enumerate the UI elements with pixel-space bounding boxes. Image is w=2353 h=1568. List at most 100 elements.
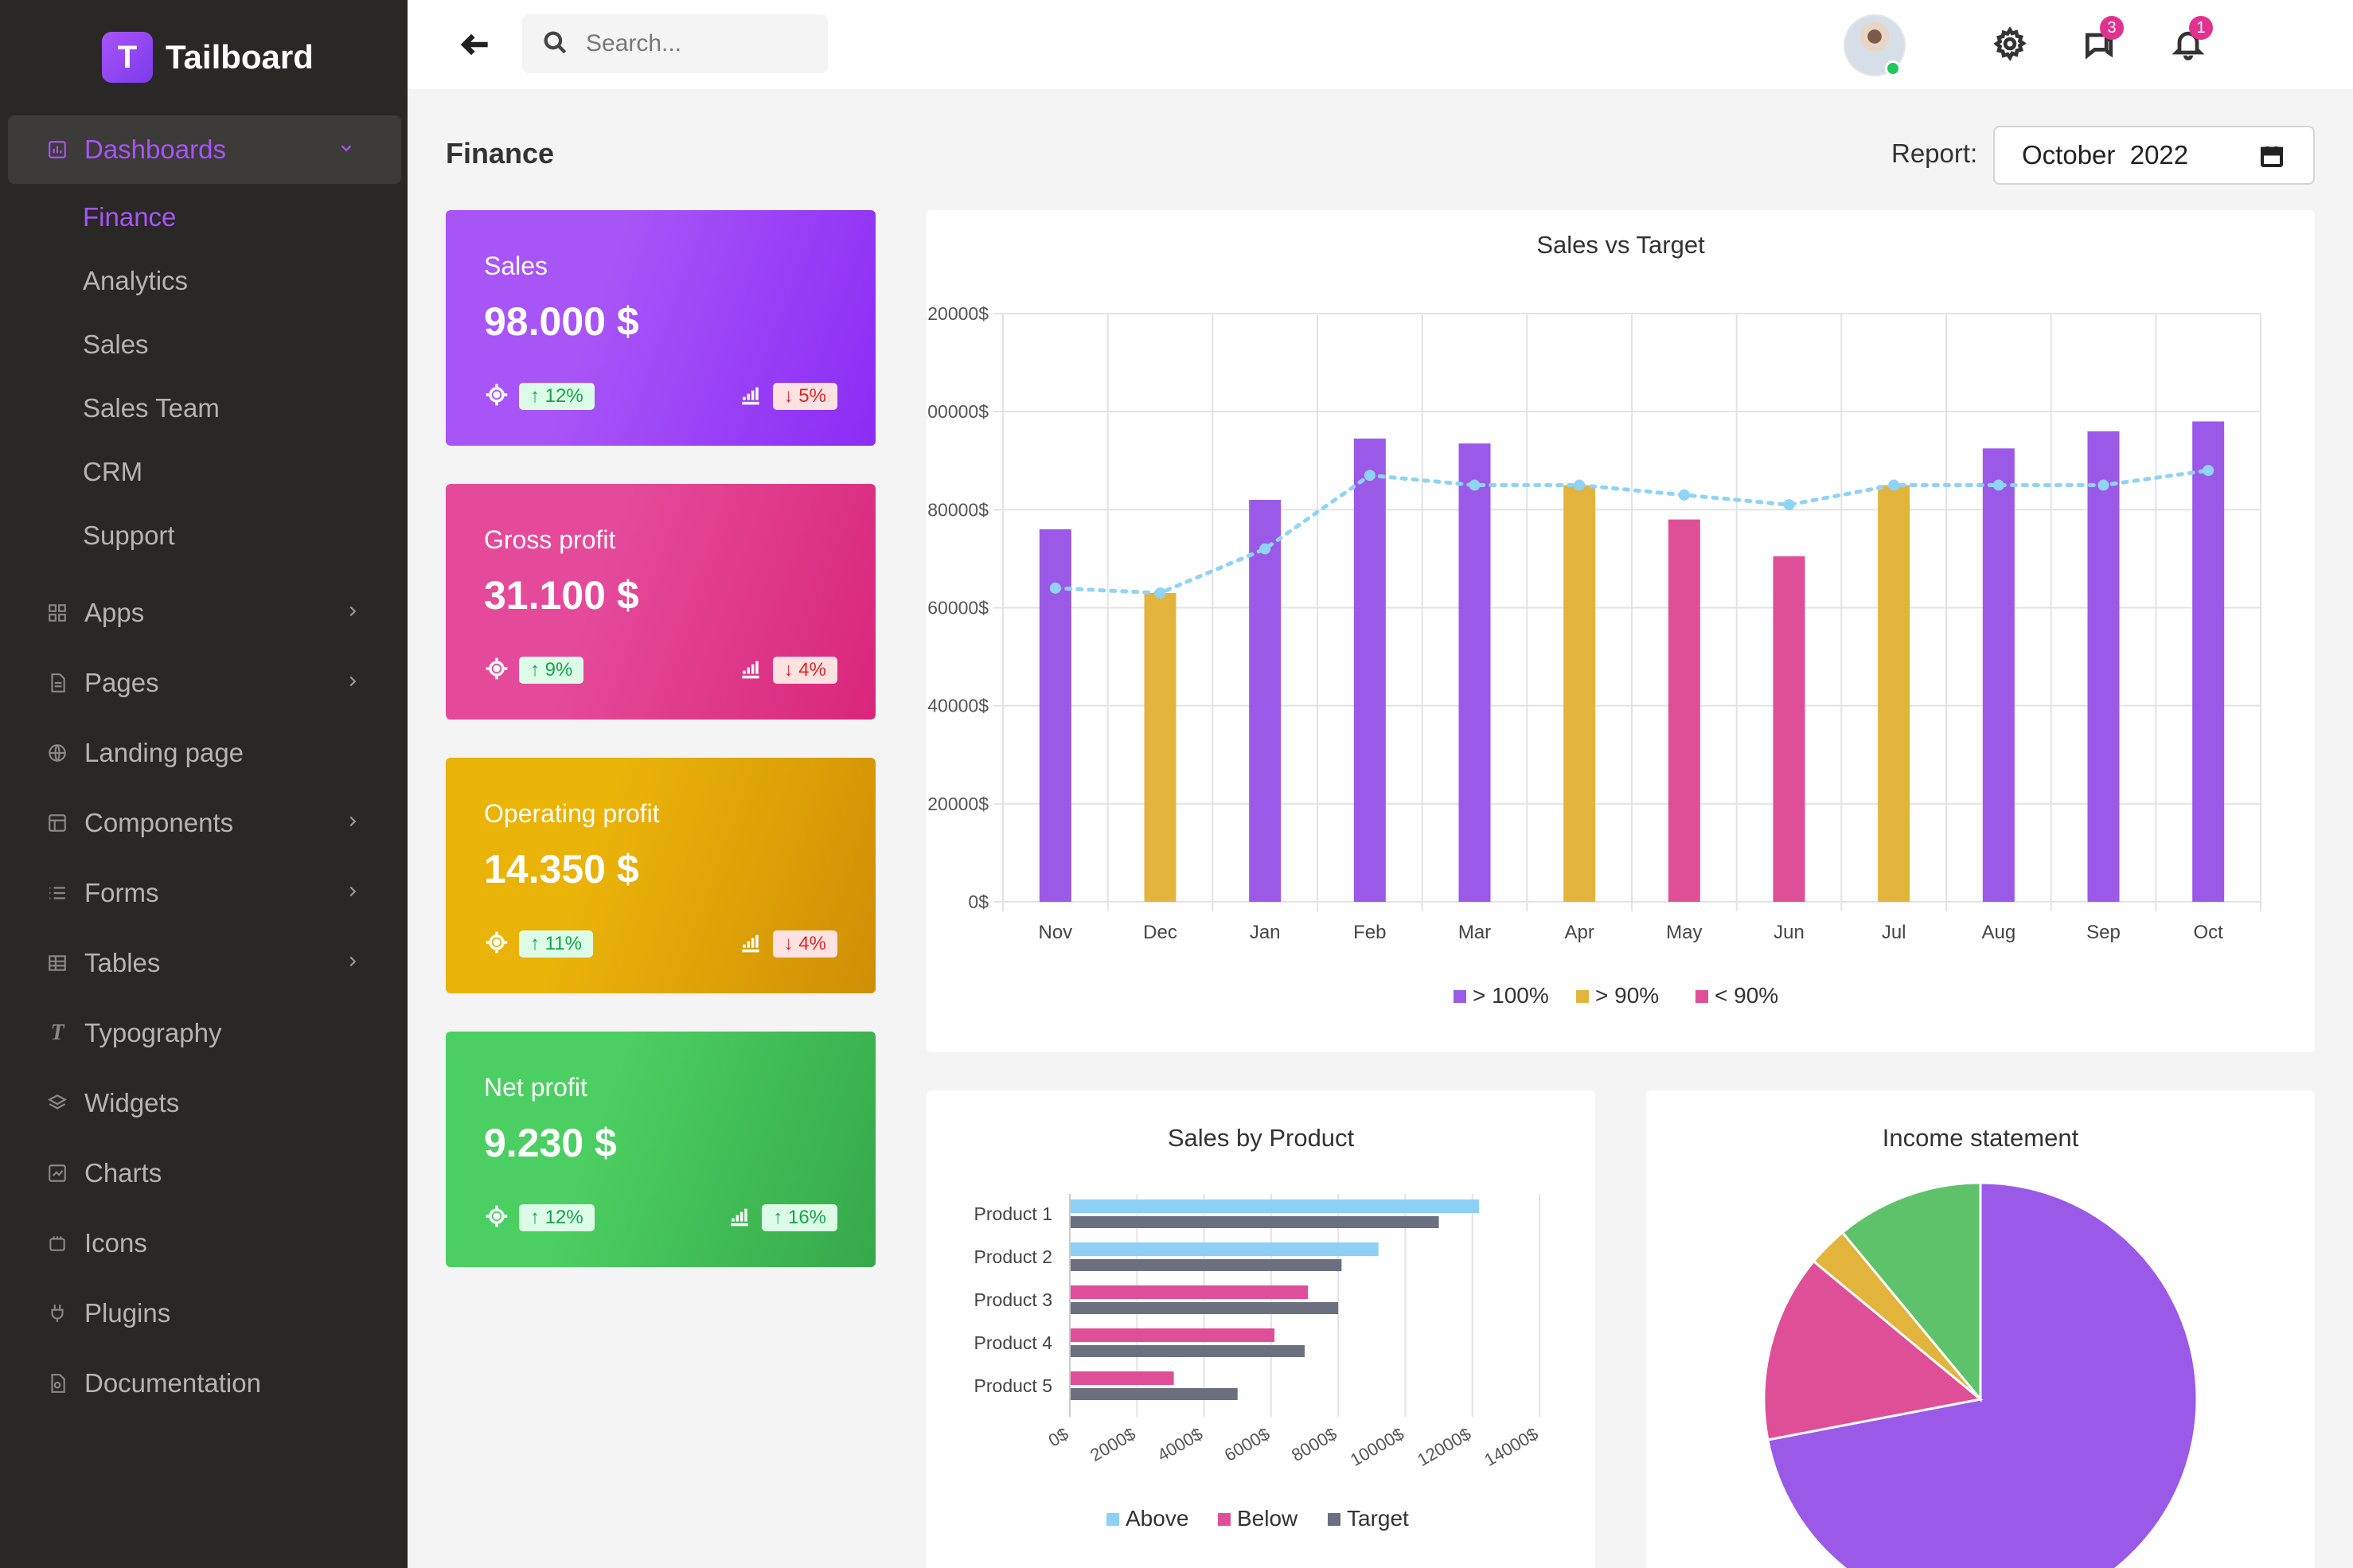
sidebar-subitem-sales[interactable]: Sales bbox=[83, 330, 149, 359]
bar-apr bbox=[1563, 485, 1596, 902]
sidebar-item-tables[interactable]: Tables bbox=[0, 939, 408, 987]
bar-aug bbox=[1982, 448, 2015, 902]
sidebar-item-pages[interactable]: Pages bbox=[0, 659, 408, 707]
sidebar-item-label: Landing page bbox=[84, 738, 244, 767]
messages-button[interactable]: 3 bbox=[2071, 16, 2127, 72]
x-tick-label: 14000$ bbox=[1481, 1424, 1541, 1470]
x-tick-label: Sep bbox=[2086, 922, 2121, 943]
back-button[interactable] bbox=[452, 21, 500, 68]
sidebar-subitem-finance[interactable]: Finance bbox=[83, 202, 177, 232]
target-change-badge: ↑ 9% bbox=[519, 657, 584, 684]
chart-title: Income statement bbox=[1883, 1124, 2079, 1152]
bar-product-4-target bbox=[1070, 1345, 1305, 1357]
sidebar-item-apps[interactable]: Apps bbox=[0, 589, 408, 637]
kpi-title: Sales bbox=[484, 252, 548, 280]
sidebar-item-charts[interactable]: Charts bbox=[0, 1149, 408, 1197]
target-point bbox=[2097, 479, 2109, 491]
kpi-stats: ↑ 9% ↓ 4% bbox=[484, 656, 837, 685]
plug-icon bbox=[46, 1302, 68, 1324]
target-point bbox=[1259, 543, 1271, 555]
sidebar-subitem-analytics[interactable]: Analytics bbox=[83, 266, 189, 295]
legend-swatch bbox=[1454, 990, 1466, 1003]
legend-swatch bbox=[1218, 1513, 1231, 1526]
bar-product-5-target bbox=[1070, 1388, 1238, 1400]
chevron-right-icon bbox=[344, 951, 361, 976]
legend-label: < 90% bbox=[1715, 983, 1778, 1008]
bar-product-3-actual bbox=[1070, 1285, 1309, 1299]
kpi-card[interactable]: Operating profit 14.350 $ ↑ 11% ↓ 4% bbox=[446, 758, 876, 993]
kpi-card[interactable]: Net profit 9.230 $ ↑ 12% ↑ 16% bbox=[446, 1032, 876, 1267]
chevron-down-icon bbox=[338, 138, 355, 162]
sidebar-item-label: Charts bbox=[84, 1158, 162, 1188]
x-tick-label: Jun bbox=[1774, 922, 1805, 943]
x-tick-label: Jul bbox=[1882, 922, 1906, 943]
y-tick-label: 80000$ bbox=[927, 499, 989, 520]
x-tick-label: 4000$ bbox=[1154, 1424, 1206, 1465]
online-status-dot bbox=[1885, 60, 1901, 76]
x-tick-label: Jan bbox=[1250, 922, 1281, 943]
topbar: 3 1 bbox=[408, 0, 2353, 89]
bar-jul bbox=[1878, 485, 1910, 902]
kpi-title: Net profit bbox=[484, 1073, 587, 1102]
pie-slice bbox=[1766, 1181, 2199, 1568]
sidebar-subitem-crm[interactable]: CRM bbox=[83, 457, 143, 486]
chevron-right-icon bbox=[344, 671, 361, 696]
target-point bbox=[2203, 465, 2214, 477]
legend-swatch bbox=[1106, 1513, 1119, 1526]
sidebar-item-icons[interactable]: Icons bbox=[0, 1219, 408, 1267]
legend-label: Target bbox=[1347, 1506, 1409, 1531]
y-tick-label: Product 1 bbox=[974, 1203, 1052, 1224]
page-title: Finance bbox=[446, 137, 555, 170]
report-month-input[interactable]: October 2022 bbox=[1993, 126, 2315, 185]
bar-may bbox=[1668, 519, 1700, 902]
legend-swatch bbox=[1695, 990, 1708, 1003]
brand[interactable]: T Tailboard bbox=[102, 32, 314, 83]
kpi-title: Gross profit bbox=[484, 525, 616, 554]
y-tick-label: Product 4 bbox=[974, 1332, 1053, 1353]
target-point bbox=[1783, 499, 1795, 511]
report-label: Report: bbox=[1891, 138, 1978, 168]
bar-chart-icon bbox=[727, 1203, 752, 1233]
x-tick-label: Nov bbox=[1038, 922, 1072, 943]
kpi-stats: ↑ 11% ↓ 4% bbox=[484, 930, 837, 958]
sidebar-subitem-sales-team[interactable]: Sales Team bbox=[83, 393, 220, 423]
sidebar-item-components[interactable]: Components bbox=[0, 799, 408, 847]
bar-product-1-target bbox=[1070, 1216, 1439, 1228]
sidebar-subitem-support[interactable]: Support bbox=[83, 521, 175, 550]
search-icon bbox=[541, 29, 568, 60]
kpi-card[interactable]: Sales 98.000 $ ↑ 12% ↓ 5% bbox=[446, 210, 876, 446]
notifications-button[interactable]: 1 bbox=[2160, 16, 2216, 72]
sidebar-item-forms[interactable]: Forms bbox=[0, 869, 408, 917]
settings-button[interactable] bbox=[1982, 16, 2038, 72]
target-point bbox=[1049, 582, 1061, 594]
bar-feb bbox=[1353, 439, 1386, 902]
kpi-card[interactable]: Gross profit 31.100 $ ↑ 9% ↓ 4% bbox=[446, 484, 876, 720]
legend-label: > 90% bbox=[1595, 983, 1659, 1008]
bar-oct bbox=[2192, 421, 2225, 902]
bar-jan bbox=[1249, 500, 1282, 902]
x-tick-label: 6000$ bbox=[1221, 1424, 1273, 1465]
income-statement-panel: Income statement bbox=[1646, 1090, 2315, 1568]
chevron-right-icon bbox=[344, 601, 361, 626]
pie-slice bbox=[1762, 1259, 1984, 1441]
sidebar-item-label: Dashboards bbox=[84, 135, 226, 164]
target-point bbox=[1154, 587, 1166, 599]
sidebar-item-landing-page[interactable]: Landing page bbox=[0, 729, 408, 777]
chart-title: Sales by Product bbox=[1168, 1124, 1355, 1152]
kpi-title: Operating profit bbox=[484, 799, 660, 828]
sidebar-item-plugins[interactable]: Plugins bbox=[0, 1289, 408, 1337]
sidebar-item-widgets[interactable]: Widgets bbox=[0, 1079, 408, 1127]
sidebar-item-typography[interactable]: T Typography bbox=[0, 1009, 408, 1057]
search-box[interactable] bbox=[522, 14, 828, 73]
x-tick-label: 12000$ bbox=[1414, 1424, 1474, 1470]
target-point bbox=[1574, 479, 1586, 491]
sidebar-item-dashboards[interactable]: Dashboards bbox=[8, 115, 401, 184]
search-input[interactable] bbox=[586, 30, 817, 57]
sales-by-product-chart: Sales by Product 0$ 2000$ 4000$ 6000$ 8000$ 10… bbox=[974, 1124, 1542, 1531]
sidebar-item-label: Typography bbox=[84, 1018, 222, 1047]
sidebar-item-documentation[interactable]: Documentation bbox=[0, 1359, 408, 1407]
calendar-icon[interactable] bbox=[2259, 143, 2285, 169]
sales-vs-target-panel: Sales vs Target 0$ 20000$ 40000$ 60000$ 80000… bbox=[917, 210, 2315, 1052]
y-tick-label: 100000$ bbox=[927, 401, 989, 422]
x-tick-label: Oct bbox=[2193, 922, 2223, 943]
